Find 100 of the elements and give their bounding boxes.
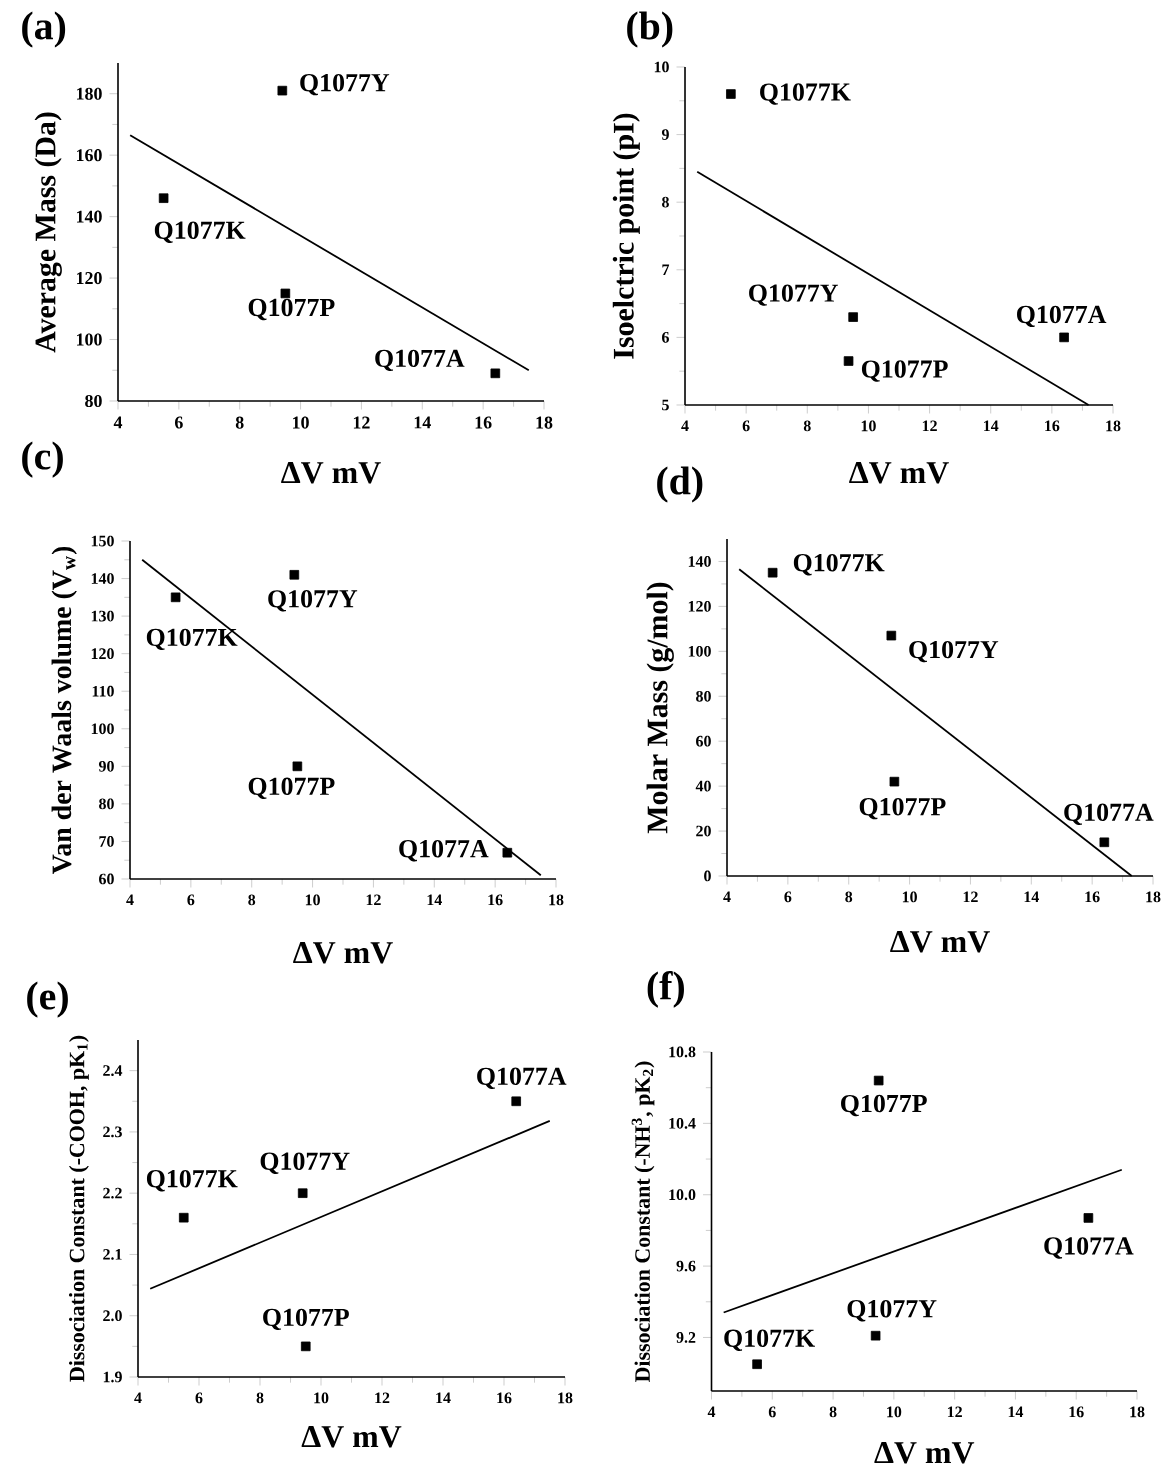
x-tick-label: 12 — [366, 894, 381, 906]
x-tick-label: 14 — [1008, 1406, 1024, 1418]
annotation: Q1077P — [859, 797, 946, 820]
annotation: Q1077Y — [260, 1152, 350, 1174]
x-tick-label: 4 — [134, 1392, 142, 1404]
y-tick-label: 120 — [91, 648, 114, 660]
x-tick-label: 18 — [536, 416, 553, 429]
x-tick-label: 10 — [902, 891, 917, 903]
x-tick-label: 4 — [113, 416, 123, 429]
annotation: Q1077K — [146, 628, 238, 651]
y-tick-label: 2.4 — [103, 1065, 123, 1077]
annotation: Q1077A — [1044, 1237, 1134, 1259]
x-tick-label: 6 — [742, 420, 750, 432]
x-tick-label: 14 — [427, 894, 442, 906]
x-tick-label: 18 — [558, 1392, 573, 1404]
y-tick-label: 60 — [99, 873, 114, 885]
x-tick-label: 16 — [497, 1392, 512, 1404]
y-axis-title: Isoelctric point (pI) — [612, 113, 640, 359]
chart-title: (c) — [22, 441, 63, 478]
point — [502, 847, 513, 858]
y-tick-label: 2.0 — [103, 1310, 122, 1322]
point — [889, 776, 900, 787]
point — [886, 630, 897, 641]
point — [490, 368, 501, 379]
y-tick-label: 100 — [91, 723, 114, 735]
x-tick-label: 18 — [1106, 420, 1121, 432]
annotation: Q1077A — [399, 840, 489, 862]
x-tick-label: 8 — [235, 416, 244, 429]
y-tick-label: 140 — [688, 556, 711, 567]
x-tick-label: 16 — [488, 894, 503, 906]
point — [848, 312, 858, 322]
y-tick-label: 160 — [76, 149, 102, 162]
annotation: Q1077Y — [300, 73, 390, 96]
x-tick-label: 10 — [293, 416, 309, 429]
annotation: Q1077K — [793, 553, 885, 576]
annotation: Q1077P — [248, 298, 335, 321]
y-tick-label: 0 — [704, 870, 711, 882]
point — [511, 1096, 521, 1107]
annotation: Q1077K — [760, 83, 851, 105]
x-tick-label: 12 — [353, 416, 370, 429]
x-tick-label: 16 — [1045, 420, 1060, 432]
y-tick-label: 2.1 — [103, 1249, 122, 1260]
x-tick-label: 6 — [784, 891, 792, 903]
point — [170, 592, 181, 603]
x-tick-label: 6 — [175, 416, 183, 429]
x-axis-title: ΔV mV — [890, 931, 990, 953]
annotation: Q1077P — [861, 360, 948, 382]
annotation: Q1077A — [477, 1067, 567, 1089]
annotation: Q1077P — [263, 1308, 349, 1331]
y-tick-label: 9.2 — [676, 1332, 696, 1343]
annotation: Q1077Y — [847, 1299, 937, 1322]
x-tick-label: 4 — [681, 420, 689, 432]
y-tick-label: 140 — [91, 573, 114, 584]
x-tick-label: 6 — [187, 894, 195, 906]
annotation: Q1077A — [1064, 803, 1154, 825]
point — [752, 1359, 762, 1370]
y-tick-label: 100 — [76, 333, 102, 346]
chart-title: (e) — [27, 981, 68, 1018]
x-tick-label: 16 — [475, 416, 492, 429]
y-tick-label: 60 — [696, 735, 711, 747]
x-tick-label: 4 — [723, 891, 731, 903]
x-tick-label: 8 — [845, 891, 853, 903]
y-axis-title: Dissociation Constant (-NH$^{3}$, pK$_{2}$) — [631, 1061, 655, 1383]
x-tick-label: 18 — [1130, 1406, 1145, 1418]
x-tick-label: 16 — [1069, 1406, 1084, 1418]
annotation: Q1077A — [1017, 305, 1107, 328]
annotation: Q1077K — [146, 1169, 238, 1192]
point — [277, 85, 288, 96]
x-axis-title: ΔV mV — [874, 1442, 975, 1464]
x-tick-label: 8 — [256, 1392, 264, 1404]
y-tick-label: 80 — [85, 394, 102, 408]
x-tick-label: 10 — [887, 1406, 902, 1418]
y-tick-label: 10.4 — [669, 1117, 696, 1129]
annotation: Q1077P — [248, 777, 335, 800]
x-tick-label: 6 — [768, 1406, 776, 1418]
x-tick-label: 18 — [549, 894, 564, 906]
y-axis-title: Dissociation Constant (-COOH, pK$_{1}$) — [68, 1035, 89, 1382]
y-tick-label: 6 — [662, 332, 669, 343]
point — [873, 1075, 884, 1086]
y-tick-label: 40 — [695, 780, 711, 792]
x-tick-label: 4 — [126, 894, 134, 906]
x-tick-label: 6 — [195, 1392, 203, 1404]
y-tick-label: 120 — [688, 601, 711, 612]
y-tick-label: 150 — [91, 535, 114, 547]
y-tick-label: 9 — [661, 129, 669, 140]
annotation: Q1077K — [154, 221, 246, 243]
y-tick-label: 20 — [696, 825, 711, 837]
y-axis-title: Van der Waals volume (V$_{w}$) — [51, 546, 77, 875]
y-tick-label: 7 — [662, 264, 670, 275]
x-tick-label: 12 — [922, 420, 937, 432]
point — [178, 1212, 189, 1223]
annotation: Q1077Y — [749, 284, 838, 306]
x-axis-title: ΔV mV — [281, 462, 381, 484]
y-axis-title: Average Mass (Da) — [34, 112, 62, 353]
x-tick-label: 18 — [1146, 891, 1161, 903]
point — [1083, 1213, 1094, 1223]
annotation: Q1077Y — [909, 640, 999, 663]
point — [870, 1330, 881, 1341]
x-tick-label: 10 — [305, 894, 320, 906]
x-tick-label: 4 — [707, 1406, 716, 1418]
